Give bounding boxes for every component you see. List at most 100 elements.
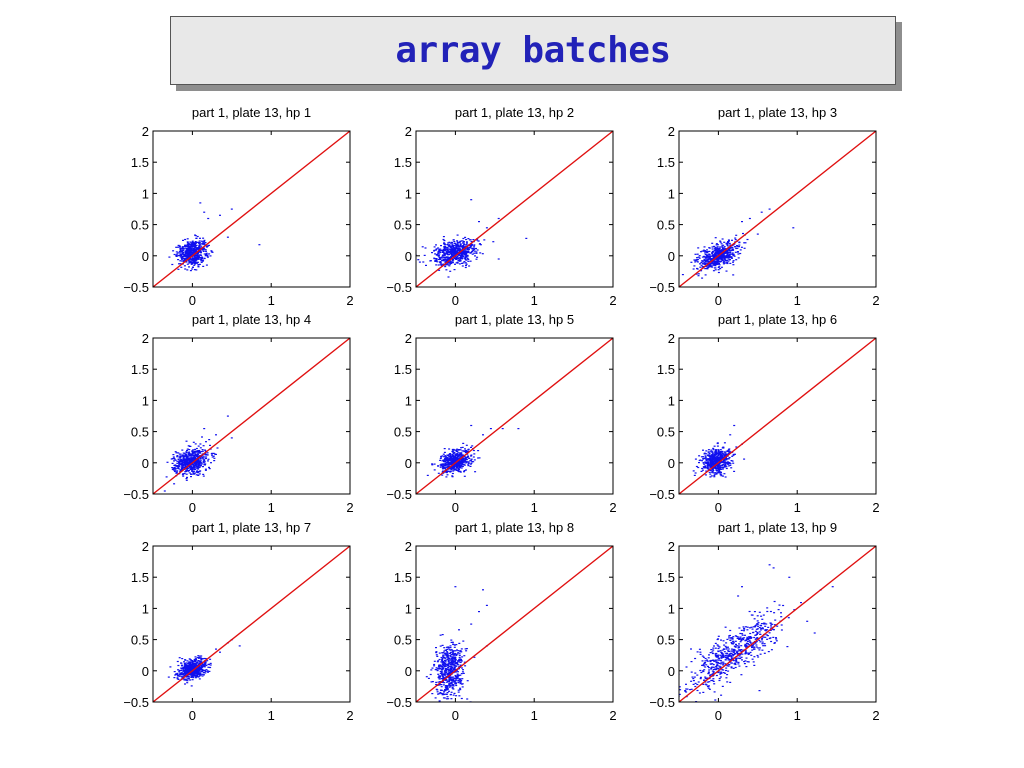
data-point xyxy=(202,265,205,267)
data-point xyxy=(471,445,474,447)
data-point xyxy=(193,250,196,252)
panel-title: part 1, plate 13, hp 3 xyxy=(718,105,837,120)
data-point xyxy=(473,252,476,254)
data-point xyxy=(455,262,458,264)
data-point xyxy=(445,698,448,700)
data-point xyxy=(750,654,753,656)
data-point xyxy=(200,258,203,260)
data-point xyxy=(200,252,202,254)
data-point xyxy=(444,247,446,249)
data-point xyxy=(712,270,715,272)
data-point xyxy=(721,255,724,257)
data-point xyxy=(190,263,193,265)
data-point xyxy=(187,453,190,455)
x-tick-label: 0 xyxy=(189,708,196,723)
data-point xyxy=(715,252,718,254)
y-tick-label: 0.5 xyxy=(657,218,675,233)
data-point xyxy=(458,642,461,644)
data-point xyxy=(196,663,199,665)
data-point xyxy=(437,247,440,249)
data-point xyxy=(715,260,718,262)
data-point xyxy=(454,682,457,685)
data-point xyxy=(206,660,209,662)
data-point xyxy=(719,453,722,455)
data-point xyxy=(445,476,448,478)
data-point xyxy=(472,247,475,249)
data-point xyxy=(194,242,197,244)
data-point xyxy=(454,459,457,461)
data-point xyxy=(727,251,730,253)
data-point xyxy=(722,475,724,477)
data-point xyxy=(706,255,709,257)
data-point xyxy=(199,243,202,245)
data-point xyxy=(200,245,203,247)
data-point xyxy=(741,653,744,655)
panel-title: part 1, plate 13, hp 2 xyxy=(455,105,574,120)
data-point xyxy=(179,672,182,674)
data-point xyxy=(434,669,437,671)
data-point xyxy=(712,447,715,449)
data-point xyxy=(720,458,722,460)
x-tick-label: 2 xyxy=(346,293,353,308)
data-point xyxy=(182,473,185,475)
data-point xyxy=(453,269,456,271)
y-tick-label: −0.5 xyxy=(649,280,675,295)
data-point xyxy=(446,674,449,676)
data-point xyxy=(453,457,455,459)
data-point xyxy=(195,461,198,463)
data-point xyxy=(712,649,715,651)
data-point xyxy=(706,660,709,662)
data-point xyxy=(467,251,470,253)
data-point xyxy=(204,670,207,673)
y-tick-label: −0.5 xyxy=(123,487,149,502)
data-point xyxy=(195,237,198,239)
y-tick-label: 0 xyxy=(668,249,675,264)
data-point xyxy=(724,464,727,466)
data-point xyxy=(720,653,723,655)
data-point xyxy=(442,236,445,238)
data-point xyxy=(448,461,451,463)
data-point xyxy=(720,466,723,468)
data-point xyxy=(702,456,705,458)
data-point xyxy=(724,626,727,628)
data-point xyxy=(685,683,687,685)
data-point xyxy=(204,664,207,666)
data-point xyxy=(450,462,452,464)
data-point xyxy=(189,673,192,676)
data-point xyxy=(721,245,724,247)
data-point xyxy=(705,462,708,464)
data-point xyxy=(191,252,194,254)
data-point xyxy=(441,259,444,262)
data-point xyxy=(742,639,745,641)
data-point xyxy=(172,468,175,470)
data-point xyxy=(195,248,198,250)
data-point xyxy=(431,693,434,695)
data-point xyxy=(185,459,188,461)
data-point xyxy=(456,234,459,236)
data-point xyxy=(176,660,179,663)
data-point xyxy=(459,252,462,254)
data-point xyxy=(435,258,438,260)
data-point xyxy=(448,666,451,668)
data-point xyxy=(199,463,202,465)
data-point xyxy=(714,467,717,469)
data-point xyxy=(451,651,454,653)
data-point xyxy=(186,678,189,680)
data-point xyxy=(186,455,189,457)
data-point xyxy=(445,693,448,695)
data-point xyxy=(711,262,713,264)
data-point xyxy=(732,636,735,638)
data-point xyxy=(184,678,187,680)
data-point xyxy=(181,461,184,463)
data-point xyxy=(455,654,458,656)
data-point xyxy=(464,448,466,450)
data-point xyxy=(451,451,454,453)
data-point xyxy=(709,451,712,453)
data-point xyxy=(204,468,207,470)
data-point xyxy=(460,465,463,467)
data-point xyxy=(194,472,197,474)
data-point xyxy=(203,674,205,676)
data-point xyxy=(173,470,176,473)
data-point xyxy=(775,637,777,639)
data-point xyxy=(184,669,187,671)
